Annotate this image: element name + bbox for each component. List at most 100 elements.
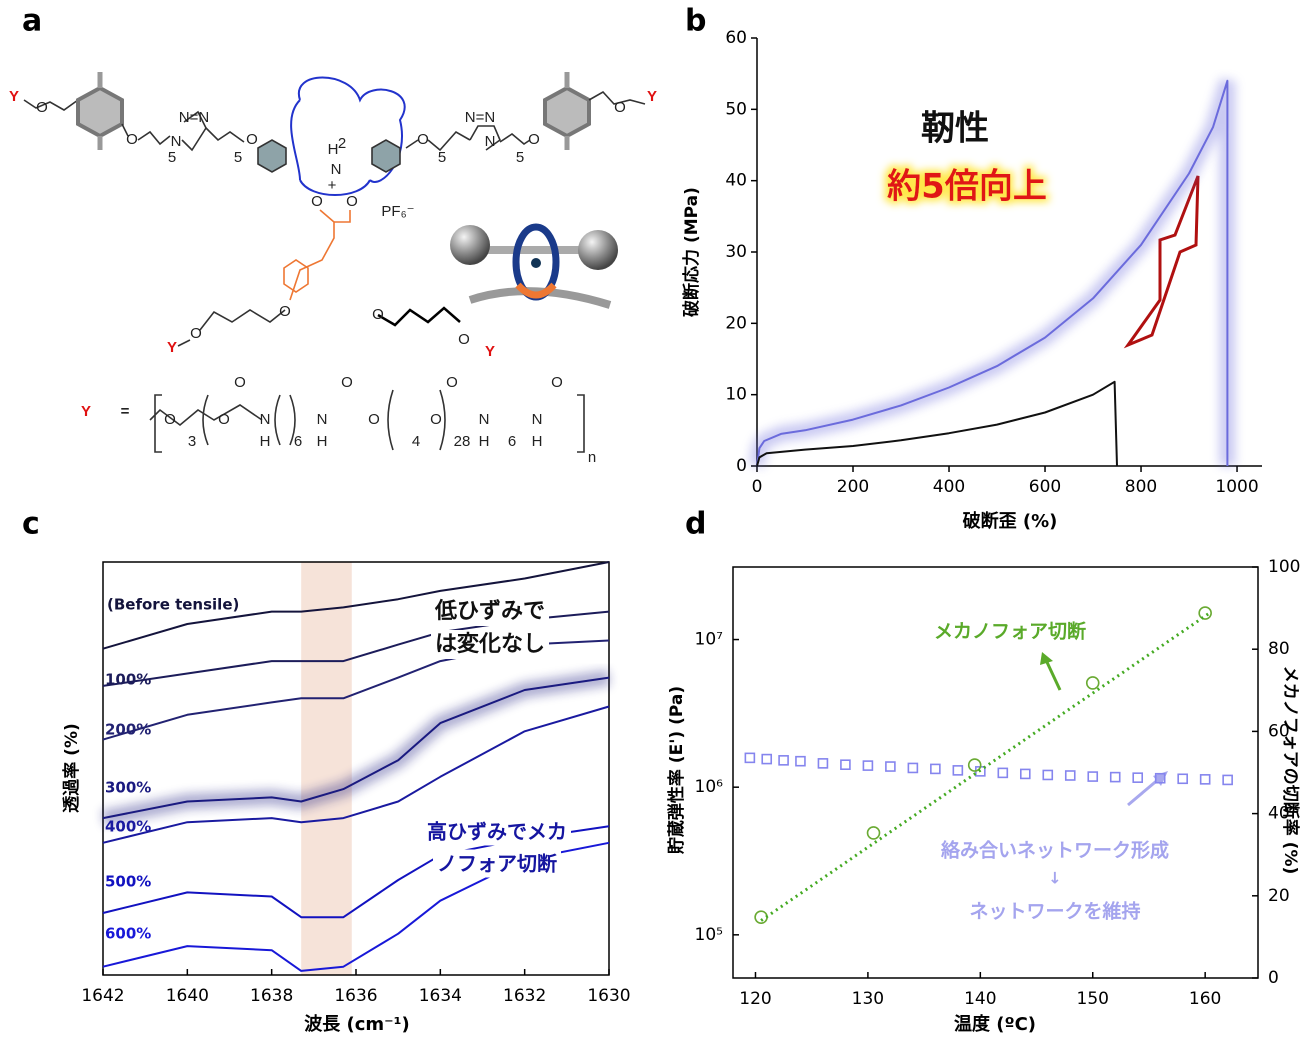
- data-point: [1133, 773, 1142, 782]
- data-point: [762, 755, 771, 764]
- annotation: メカノフォア切断: [934, 621, 1086, 643]
- series-label: 600%: [105, 925, 151, 943]
- atom-label: O: [372, 306, 384, 323]
- x-tick-label: 800: [1125, 477, 1157, 497]
- data-point: [1087, 677, 1099, 689]
- atom-label: +: [328, 177, 337, 194]
- atom-label: 6: [508, 433, 516, 450]
- atom-label: O: [417, 131, 429, 148]
- annotation: ↓: [1048, 869, 1061, 888]
- atom-label: Y: [647, 88, 657, 105]
- atom-label: H: [328, 141, 339, 158]
- atom-label: N: [479, 411, 490, 428]
- y2-tick-label: 0: [1268, 968, 1279, 988]
- annotation: 低ひずみで: [434, 599, 545, 624]
- line-glow: [103, 678, 609, 819]
- x-axis-label: 波長 (cm⁻¹): [304, 1013, 410, 1035]
- crown-ether: [291, 78, 405, 196]
- data-point: [1021, 769, 1030, 778]
- panel-letter: b: [685, 4, 706, 39]
- bond: [500, 134, 530, 144]
- series-label: 100%: [105, 671, 151, 689]
- annotation: 高ひずみでメカ: [427, 820, 567, 844]
- y-tick-label: 30: [725, 242, 747, 262]
- chain: [200, 310, 285, 330]
- ring: [258, 140, 286, 172]
- x-tick-label: 600: [1029, 477, 1061, 497]
- data-point: [953, 766, 962, 775]
- x-tick-label: 1632: [503, 986, 546, 1006]
- atom-label: O: [279, 303, 291, 320]
- atom-label: =: [121, 403, 130, 420]
- atom-label: 5: [234, 149, 242, 166]
- atom-label: H: [260, 433, 271, 450]
- series-label: 500%: [105, 873, 151, 891]
- atom-label: O: [458, 331, 470, 348]
- data-point: [841, 760, 850, 769]
- figure: a YOO5NN=N5OH2N+O5N=NN5OOYPF₆⁻OOOOYOOYY=…: [0, 0, 1307, 1039]
- atom-label: N: [532, 411, 543, 428]
- data-point: [1178, 774, 1187, 783]
- series-label: 200%: [105, 721, 151, 739]
- data-point: [779, 756, 788, 765]
- series-label: (Before tensile): [107, 596, 239, 614]
- atom-label: Y: [167, 339, 177, 356]
- atom-label: O: [246, 131, 258, 148]
- x-tick-label: 1000: [1215, 477, 1258, 497]
- series-label: 300%: [105, 779, 151, 797]
- atom-label: 6: [294, 433, 302, 450]
- ring: [78, 88, 122, 136]
- x-tick-label: 1630: [587, 986, 630, 1006]
- atom-label: H: [317, 433, 328, 450]
- rotaxane-icon: [450, 225, 618, 305]
- x-tick-label: 1642: [81, 986, 124, 1006]
- atom-label: O: [164, 411, 176, 428]
- y2-tick-label: 100: [1268, 557, 1300, 577]
- atom-label: O: [528, 131, 540, 148]
- atom-label: 5: [438, 149, 446, 166]
- chain: [378, 308, 460, 325]
- x-tick-label: 200: [837, 477, 869, 497]
- x-tick-label: 130: [852, 989, 884, 1009]
- y2-axis-label: メカノフォアの切断率 (%): [1280, 666, 1301, 875]
- atom-label: N=N: [179, 109, 209, 126]
- annotation: は変化なし: [435, 632, 545, 657]
- atom-label: 4: [412, 433, 420, 450]
- x-tick-label: 140: [964, 989, 996, 1009]
- data-point: [886, 762, 895, 771]
- data-point: [1088, 772, 1097, 781]
- x-axis-label: 破断歪 (%): [963, 510, 1058, 532]
- y-tick-label: 40: [725, 171, 747, 191]
- annotation: 約5倍向上: [887, 167, 1047, 207]
- atom-label: O: [430, 411, 442, 428]
- ring: [372, 140, 400, 172]
- bond: [428, 132, 470, 150]
- panel-letter: a: [22, 4, 42, 39]
- data-point: [908, 763, 917, 772]
- atom-label: Y: [81, 403, 91, 420]
- data-point: [998, 768, 1007, 777]
- cyclobutane-part: [284, 210, 350, 300]
- x-axis-label: 温度 (ºC): [954, 1013, 1036, 1035]
- y2-tick-label: 80: [1268, 639, 1290, 659]
- body: a YOO5NN=N5OH2N+O5N=NN5OOYPF₆⁻OOOOYOOYY=…: [0, 0, 1307, 1039]
- bond: [24, 100, 78, 110]
- atom-label: O: [36, 99, 48, 116]
- page: {"structure": {"panel": "a", "labels": […: [0, 0, 1307, 1039]
- atom-label: O: [126, 131, 138, 148]
- data-point: [1111, 773, 1120, 782]
- bond: [206, 128, 244, 142]
- y-tick-label: 10⁶: [695, 777, 724, 797]
- data-point: [818, 759, 827, 768]
- x-tick-label: 1634: [419, 986, 462, 1006]
- atom-label: O: [614, 99, 626, 116]
- atom-label: N: [317, 411, 328, 428]
- atom-label: O: [311, 193, 323, 210]
- x-tick-label: 120: [739, 989, 771, 1009]
- ring: [545, 88, 589, 136]
- atom-label: O: [341, 374, 353, 391]
- atom-label: O: [234, 374, 246, 391]
- y-axis-label: 貯蔵弾性率 (E') (Pa): [666, 686, 687, 854]
- atom-label: 3: [188, 433, 196, 450]
- data-point: [1066, 771, 1075, 780]
